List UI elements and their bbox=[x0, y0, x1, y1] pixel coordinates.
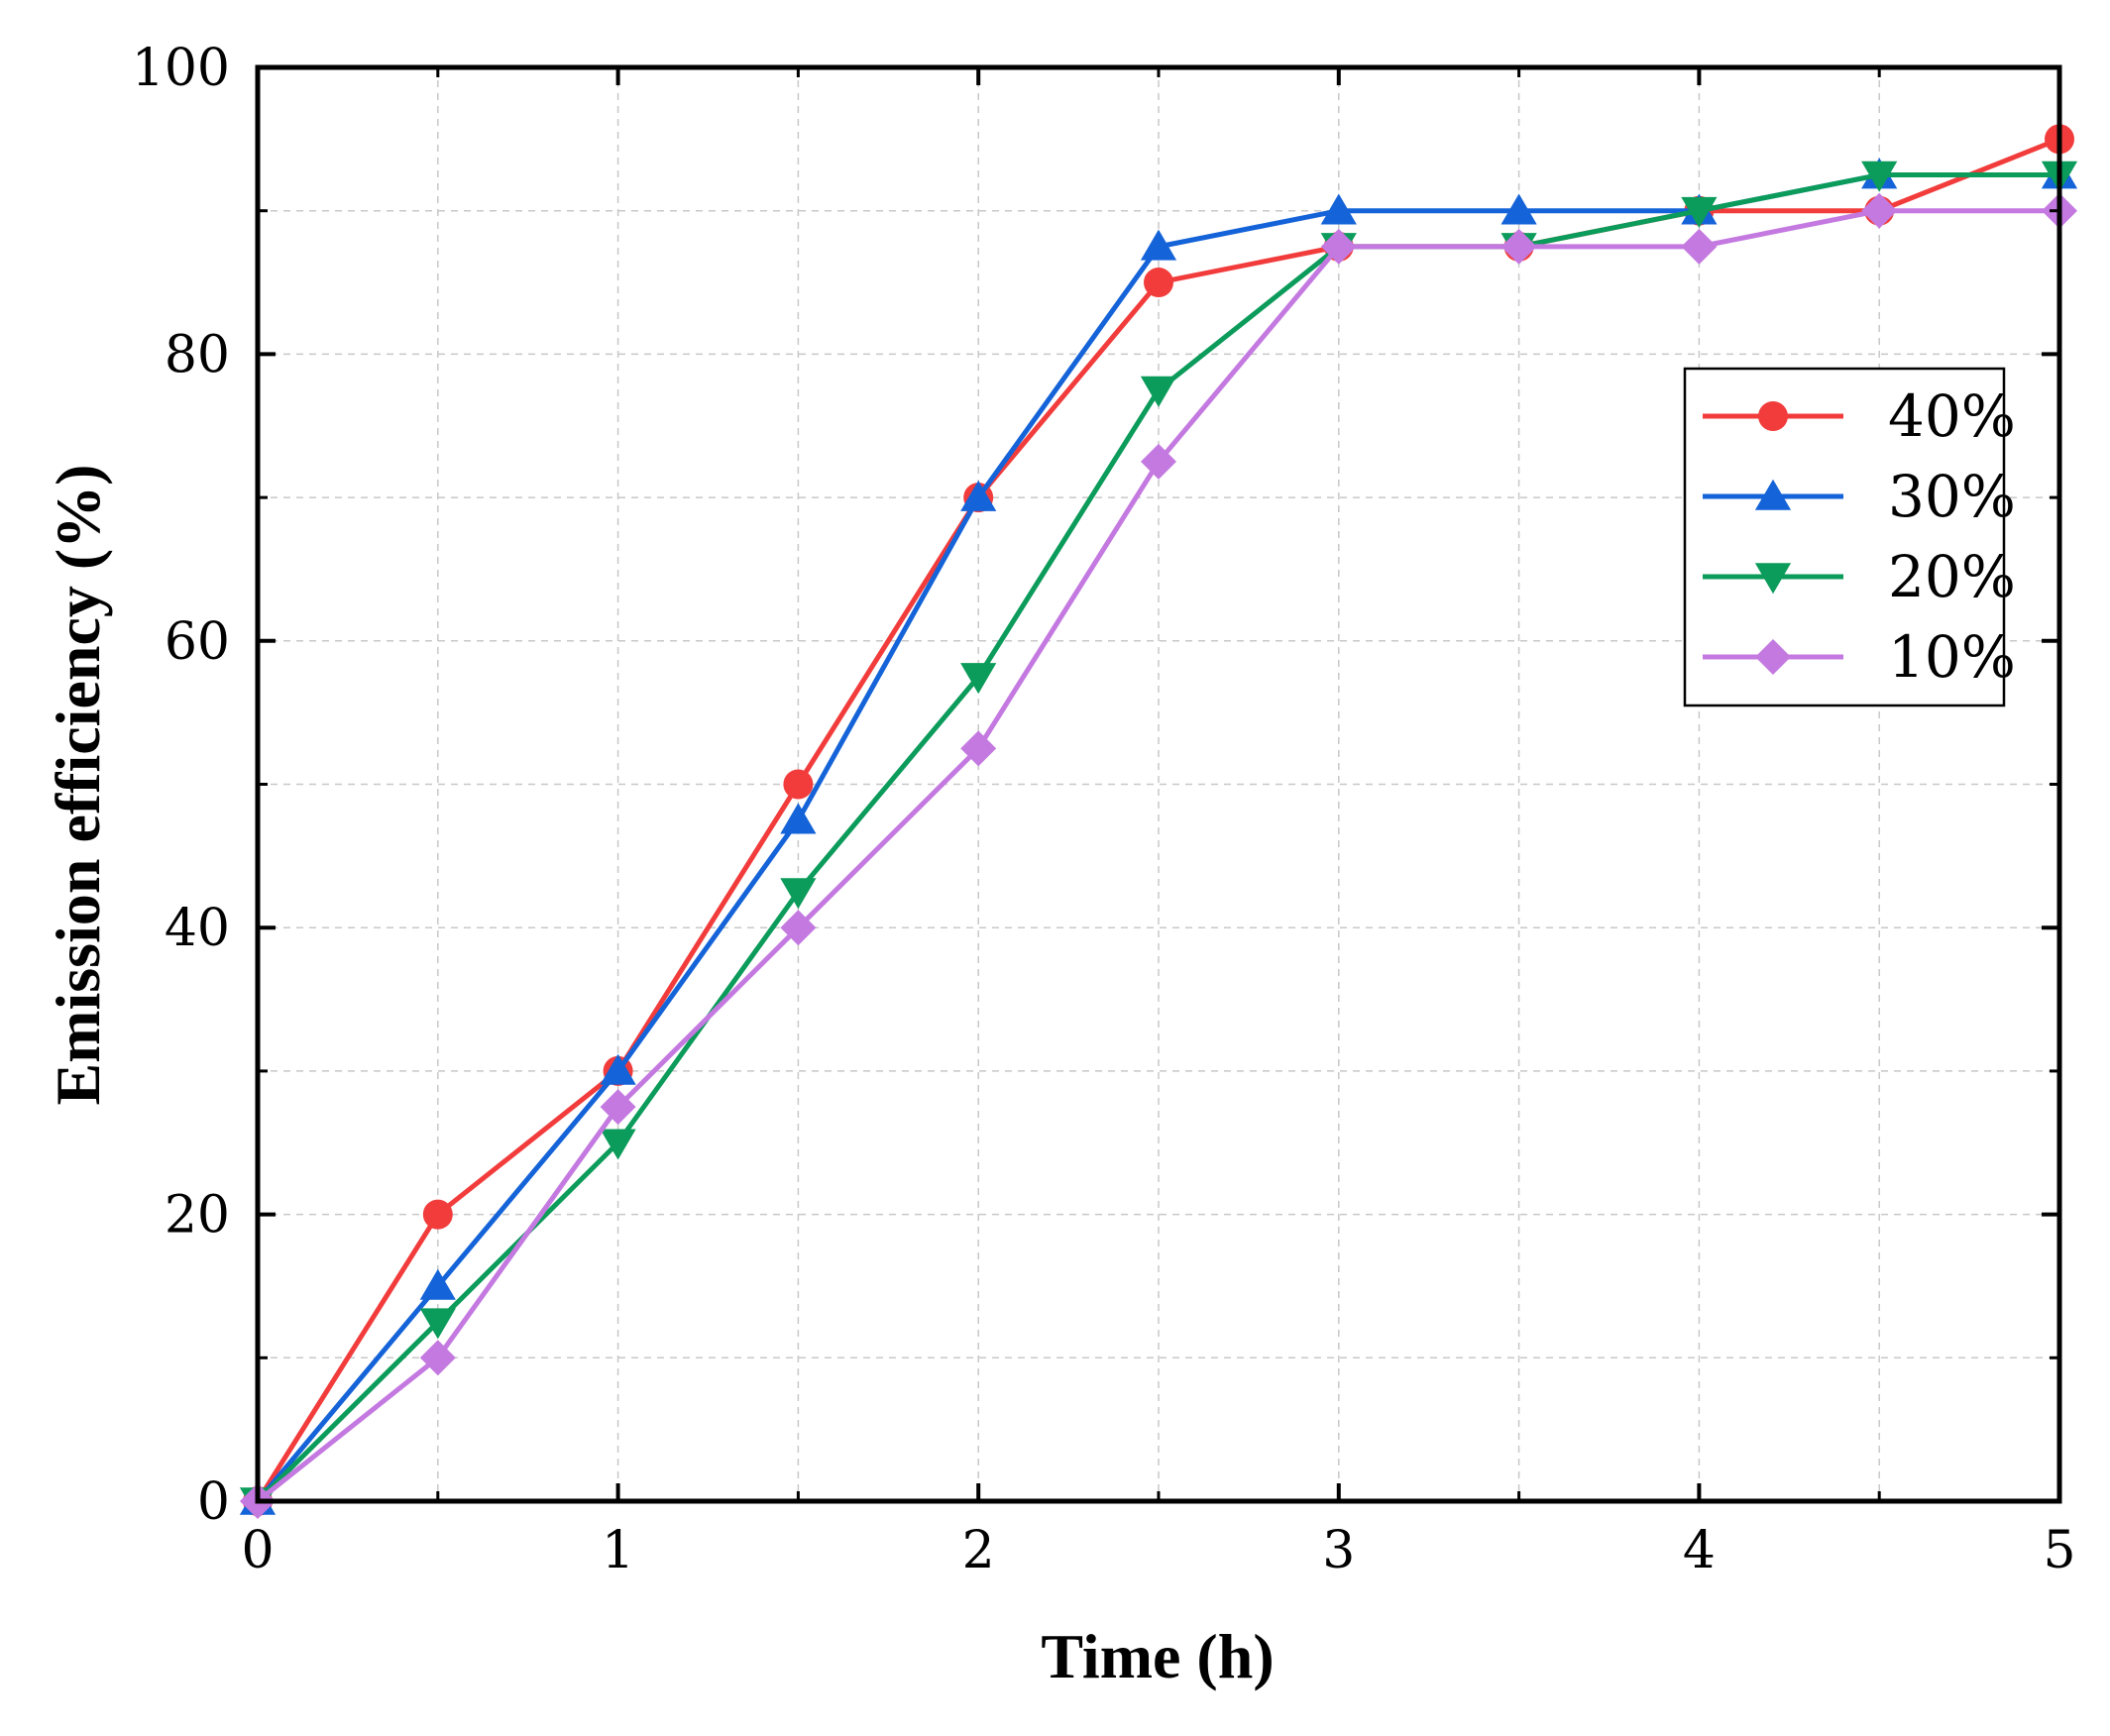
data-point bbox=[1141, 443, 1176, 480]
legend-item: 10% bbox=[1703, 623, 2016, 691]
data-point bbox=[600, 1129, 636, 1160]
y-tick-label: 80 bbox=[165, 325, 230, 384]
x-tick-label: 0 bbox=[241, 1521, 274, 1580]
legend-label: 40% bbox=[1888, 382, 2016, 450]
data-point bbox=[780, 803, 817, 834]
data-point bbox=[780, 878, 817, 910]
data-point bbox=[600, 1089, 636, 1126]
data-point bbox=[1144, 268, 1173, 298]
x-axis-title: Time (h) bbox=[1041, 1621, 1274, 1691]
data-point bbox=[422, 1199, 453, 1230]
x-tick-label: 5 bbox=[2043, 1521, 2075, 1580]
legend-item: 20% bbox=[1703, 543, 2016, 610]
data-point bbox=[1140, 229, 1177, 261]
y-tick-label: 60 bbox=[165, 612, 230, 672]
legend-label: 30% bbox=[1888, 463, 2016, 530]
y-tick-label: 40 bbox=[165, 899, 230, 958]
data-point bbox=[1320, 193, 1357, 225]
y-axis-title: Emission efficiency (%) bbox=[43, 465, 113, 1106]
data-point bbox=[419, 1308, 456, 1340]
legend-label: 20% bbox=[1888, 543, 2016, 610]
legend-label: 10% bbox=[1888, 623, 2016, 691]
legend-marker bbox=[1754, 563, 1792, 595]
tick-labels: 0 1 2 3 4 5 0 20 40 60 80 100 bbox=[132, 39, 2076, 1580]
data-point bbox=[780, 910, 817, 946]
data-point bbox=[960, 663, 997, 695]
legend-item: 40% bbox=[1703, 382, 2016, 450]
legend-marker bbox=[1758, 401, 1788, 431]
data-point bbox=[1861, 192, 1898, 229]
data-point bbox=[783, 769, 814, 800]
plot-frame bbox=[255, 64, 2062, 1504]
legend: 40% 30% 20% 10% bbox=[1683, 367, 2016, 707]
legend-marker bbox=[1754, 479, 1792, 510]
data-point bbox=[1861, 161, 1898, 192]
x-tick-label: 4 bbox=[1683, 1521, 1716, 1580]
y-tick-label: 20 bbox=[165, 1186, 230, 1246]
data-point bbox=[1320, 228, 1357, 265]
data-point bbox=[419, 1268, 456, 1300]
series-1 bbox=[239, 158, 2078, 1515]
data-point bbox=[1140, 376, 1177, 407]
data-point bbox=[1500, 193, 1537, 225]
y-tick-label: 100 bbox=[132, 39, 230, 98]
x-tick-label: 3 bbox=[1322, 1521, 1355, 1580]
legend-marker bbox=[1755, 639, 1791, 675]
legend-box bbox=[1683, 367, 2006, 707]
data-point bbox=[960, 480, 997, 511]
data-point bbox=[1500, 228, 1537, 265]
y-tick-label: 0 bbox=[197, 1472, 230, 1532]
data-point bbox=[960, 730, 997, 767]
x-tick-label: 2 bbox=[962, 1521, 995, 1580]
data-point bbox=[1681, 196, 1718, 228]
data-point bbox=[419, 1340, 456, 1376]
series-layer bbox=[239, 124, 2078, 1519]
data-point bbox=[600, 1053, 636, 1085]
legend-item: 30% bbox=[1703, 463, 2016, 530]
data-point bbox=[1681, 228, 1718, 265]
x-tick-label: 1 bbox=[602, 1521, 634, 1580]
